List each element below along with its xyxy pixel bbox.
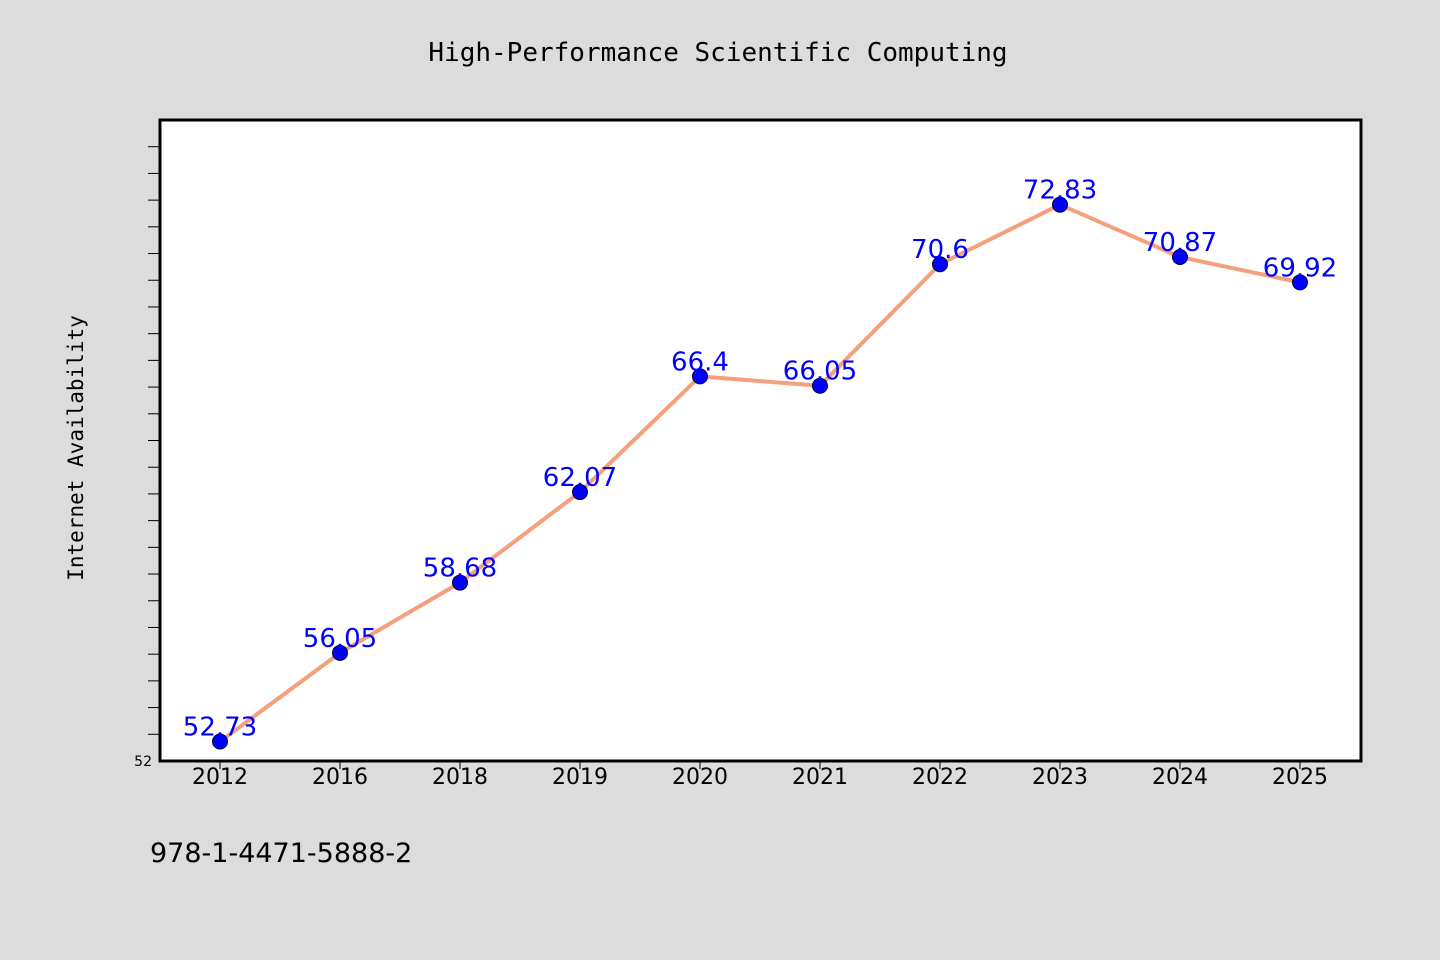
data-label: 62.07 <box>543 463 617 493</box>
chart-title: High-Performance Scientific Computing <box>428 38 1007 68</box>
series-line-group: 52.73 56.05 58.68 62.07 66.4 66.05 70.6 72.83 70… <box>183 176 1337 750</box>
data-label: 66.05 <box>783 357 857 387</box>
data-label: 72.83 <box>1023 176 1097 206</box>
data-point <box>932 256 948 273</box>
x-tick-label: 2023 <box>1032 765 1088 790</box>
data-point <box>1172 249 1188 266</box>
data-label: 70.87 <box>1143 228 1217 258</box>
x-axis-ticks: 2012 2016 2018 2019 2020 2021 2022 2023 2024 2025 <box>192 761 1328 790</box>
y-tick-label: 52 <box>134 754 152 770</box>
x-tick-label: 2020 <box>672 765 728 790</box>
footer-code: 978-1-4471-5888-2 <box>150 838 412 869</box>
data-point <box>692 368 708 385</box>
data-point <box>212 733 228 750</box>
x-tick-label: 2022 <box>912 765 968 790</box>
x-tick-label: 2012 <box>192 765 248 790</box>
data-label: 58.68 <box>423 554 497 584</box>
data-label: 56.05 <box>303 624 377 654</box>
x-tick-label: 2024 <box>1152 765 1208 790</box>
y-axis-label: Internet Availability <box>64 315 88 581</box>
x-tick-label: 2019 <box>552 765 608 790</box>
data-point <box>1052 196 1068 213</box>
x-tick-label: 2016 <box>312 765 368 790</box>
data-label: 52.73 <box>183 713 257 743</box>
data-point <box>452 574 468 591</box>
x-tick-label: 2025 <box>1272 765 1328 790</box>
plot-area <box>158 118 1363 763</box>
x-tick-label: 2021 <box>792 765 848 790</box>
y-axis-ticks: 52 <box>134 146 160 770</box>
data-label: 69.92 <box>1263 253 1337 283</box>
data-point <box>812 377 828 394</box>
data-label: 70.6 <box>911 235 969 265</box>
series-line <box>218 202 1302 744</box>
data-point <box>1292 274 1308 291</box>
data-point <box>572 484 588 501</box>
data-label: 66.4 <box>671 347 729 377</box>
x-tick-label: 2018 <box>432 765 488 790</box>
data-point <box>332 644 348 661</box>
